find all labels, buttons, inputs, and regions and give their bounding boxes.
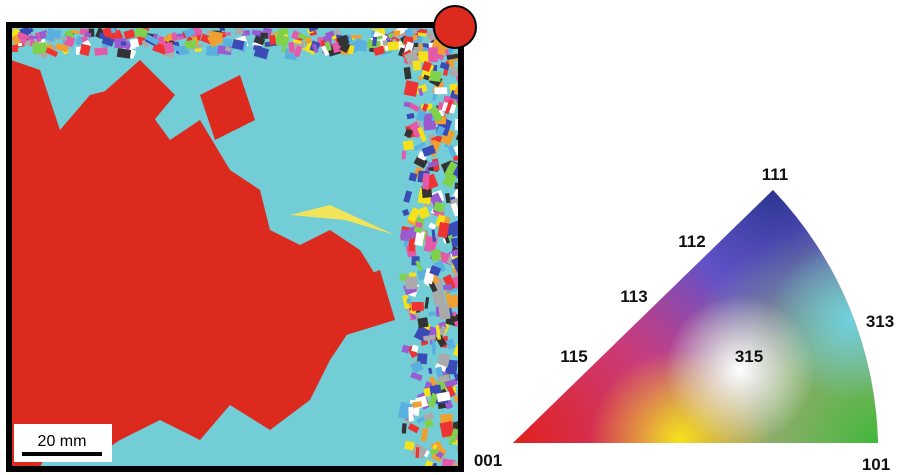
grain — [382, 40, 388, 45]
grain — [261, 33, 268, 39]
ipf-label: 001 — [474, 451, 502, 470]
grain — [403, 140, 414, 150]
grain — [305, 38, 311, 43]
grain — [406, 298, 411, 304]
grain — [321, 40, 325, 46]
grain — [423, 121, 436, 131]
grain — [408, 407, 413, 421]
ipf-label: 112 — [678, 232, 705, 251]
grain — [419, 43, 423, 50]
grain — [413, 35, 418, 41]
ebsd-map — [10, 22, 474, 475]
ipf-label: 111 — [762, 165, 789, 184]
grain — [413, 60, 422, 70]
grain — [402, 423, 407, 433]
grain — [428, 47, 438, 62]
page: {"map": {"scale_bar": "20 mm"}, "ipf_tri… — [0, 0, 897, 475]
grain — [235, 27, 244, 34]
grain — [393, 30, 400, 35]
grain — [226, 32, 231, 36]
ipf-label: 313 — [866, 312, 894, 331]
ipf-white — [500, 180, 890, 450]
grain — [419, 76, 423, 80]
grain — [448, 60, 454, 68]
grain — [94, 47, 107, 56]
scale-bar-label: 20 mm — [38, 433, 87, 450]
ipf-triangle — [500, 180, 890, 450]
ipf-label: 113 — [620, 287, 647, 306]
ipf-label: 115 — [560, 347, 587, 366]
grain — [438, 303, 450, 320]
grain — [416, 447, 420, 458]
grain — [402, 151, 406, 160]
grain — [269, 35, 276, 45]
grain — [350, 35, 362, 39]
grain — [32, 42, 47, 54]
grain — [223, 39, 232, 47]
grain — [405, 276, 418, 289]
grain — [121, 41, 126, 45]
grain — [431, 249, 442, 261]
grain — [422, 173, 429, 189]
grain — [412, 302, 424, 311]
grain — [417, 317, 428, 328]
ipf-label: 315 — [735, 347, 763, 366]
grain — [430, 70, 442, 82]
grain — [434, 87, 447, 94]
scale-bar — [22, 452, 102, 456]
ipf-label: 101 — [862, 455, 890, 474]
grain — [388, 42, 399, 50]
grain — [195, 48, 202, 52]
figure: 20 mm 111 112 113 115 313 315 001 101 — [0, 0, 897, 475]
grain — [404, 441, 414, 451]
grain — [400, 230, 409, 242]
grain — [130, 38, 140, 48]
orientation-marker — [434, 6, 476, 48]
